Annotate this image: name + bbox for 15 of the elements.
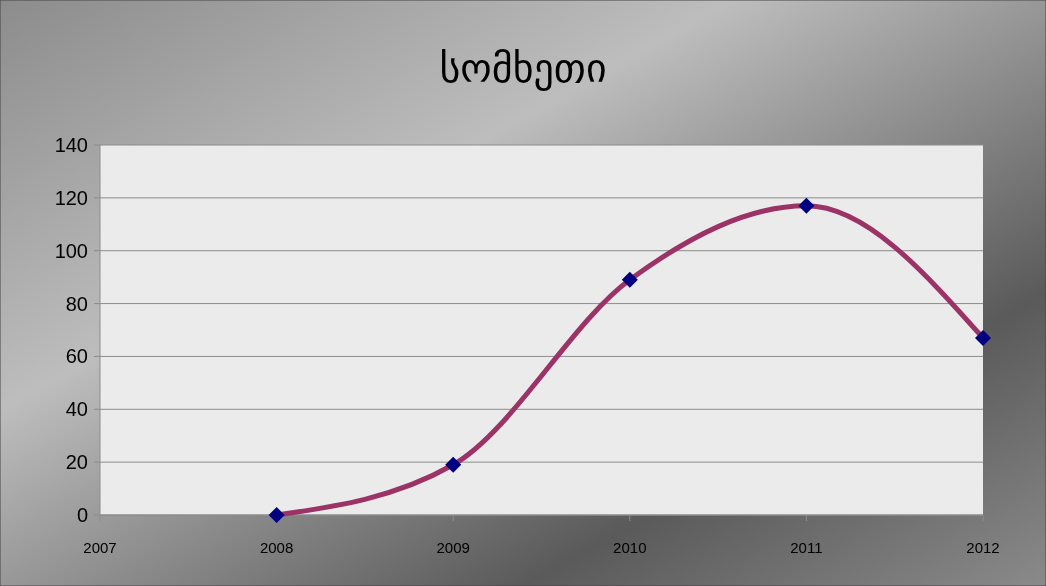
y-tick-label: 140 xyxy=(54,134,88,156)
y-tick-label: 100 xyxy=(54,239,88,262)
x-tick-label: 2011 xyxy=(790,539,823,556)
x-tick-label: 2008 xyxy=(259,539,294,556)
y-tick-label: 40 xyxy=(65,398,88,421)
x-tick-label: 2009 xyxy=(436,539,470,556)
y-tick-label: 120 xyxy=(54,186,88,209)
x-tick-label: 2010 xyxy=(613,539,647,556)
x-tick-label: 2012 xyxy=(966,539,1000,556)
y-tick-label: 80 xyxy=(65,292,88,315)
y-tick-label: 0 xyxy=(76,504,88,526)
y-tick-label: 60 xyxy=(65,345,88,368)
x-tick-label: 2007 xyxy=(83,539,117,556)
chart-title: სომხეთი xyxy=(439,45,607,91)
y-tick-label: 20 xyxy=(65,451,88,474)
